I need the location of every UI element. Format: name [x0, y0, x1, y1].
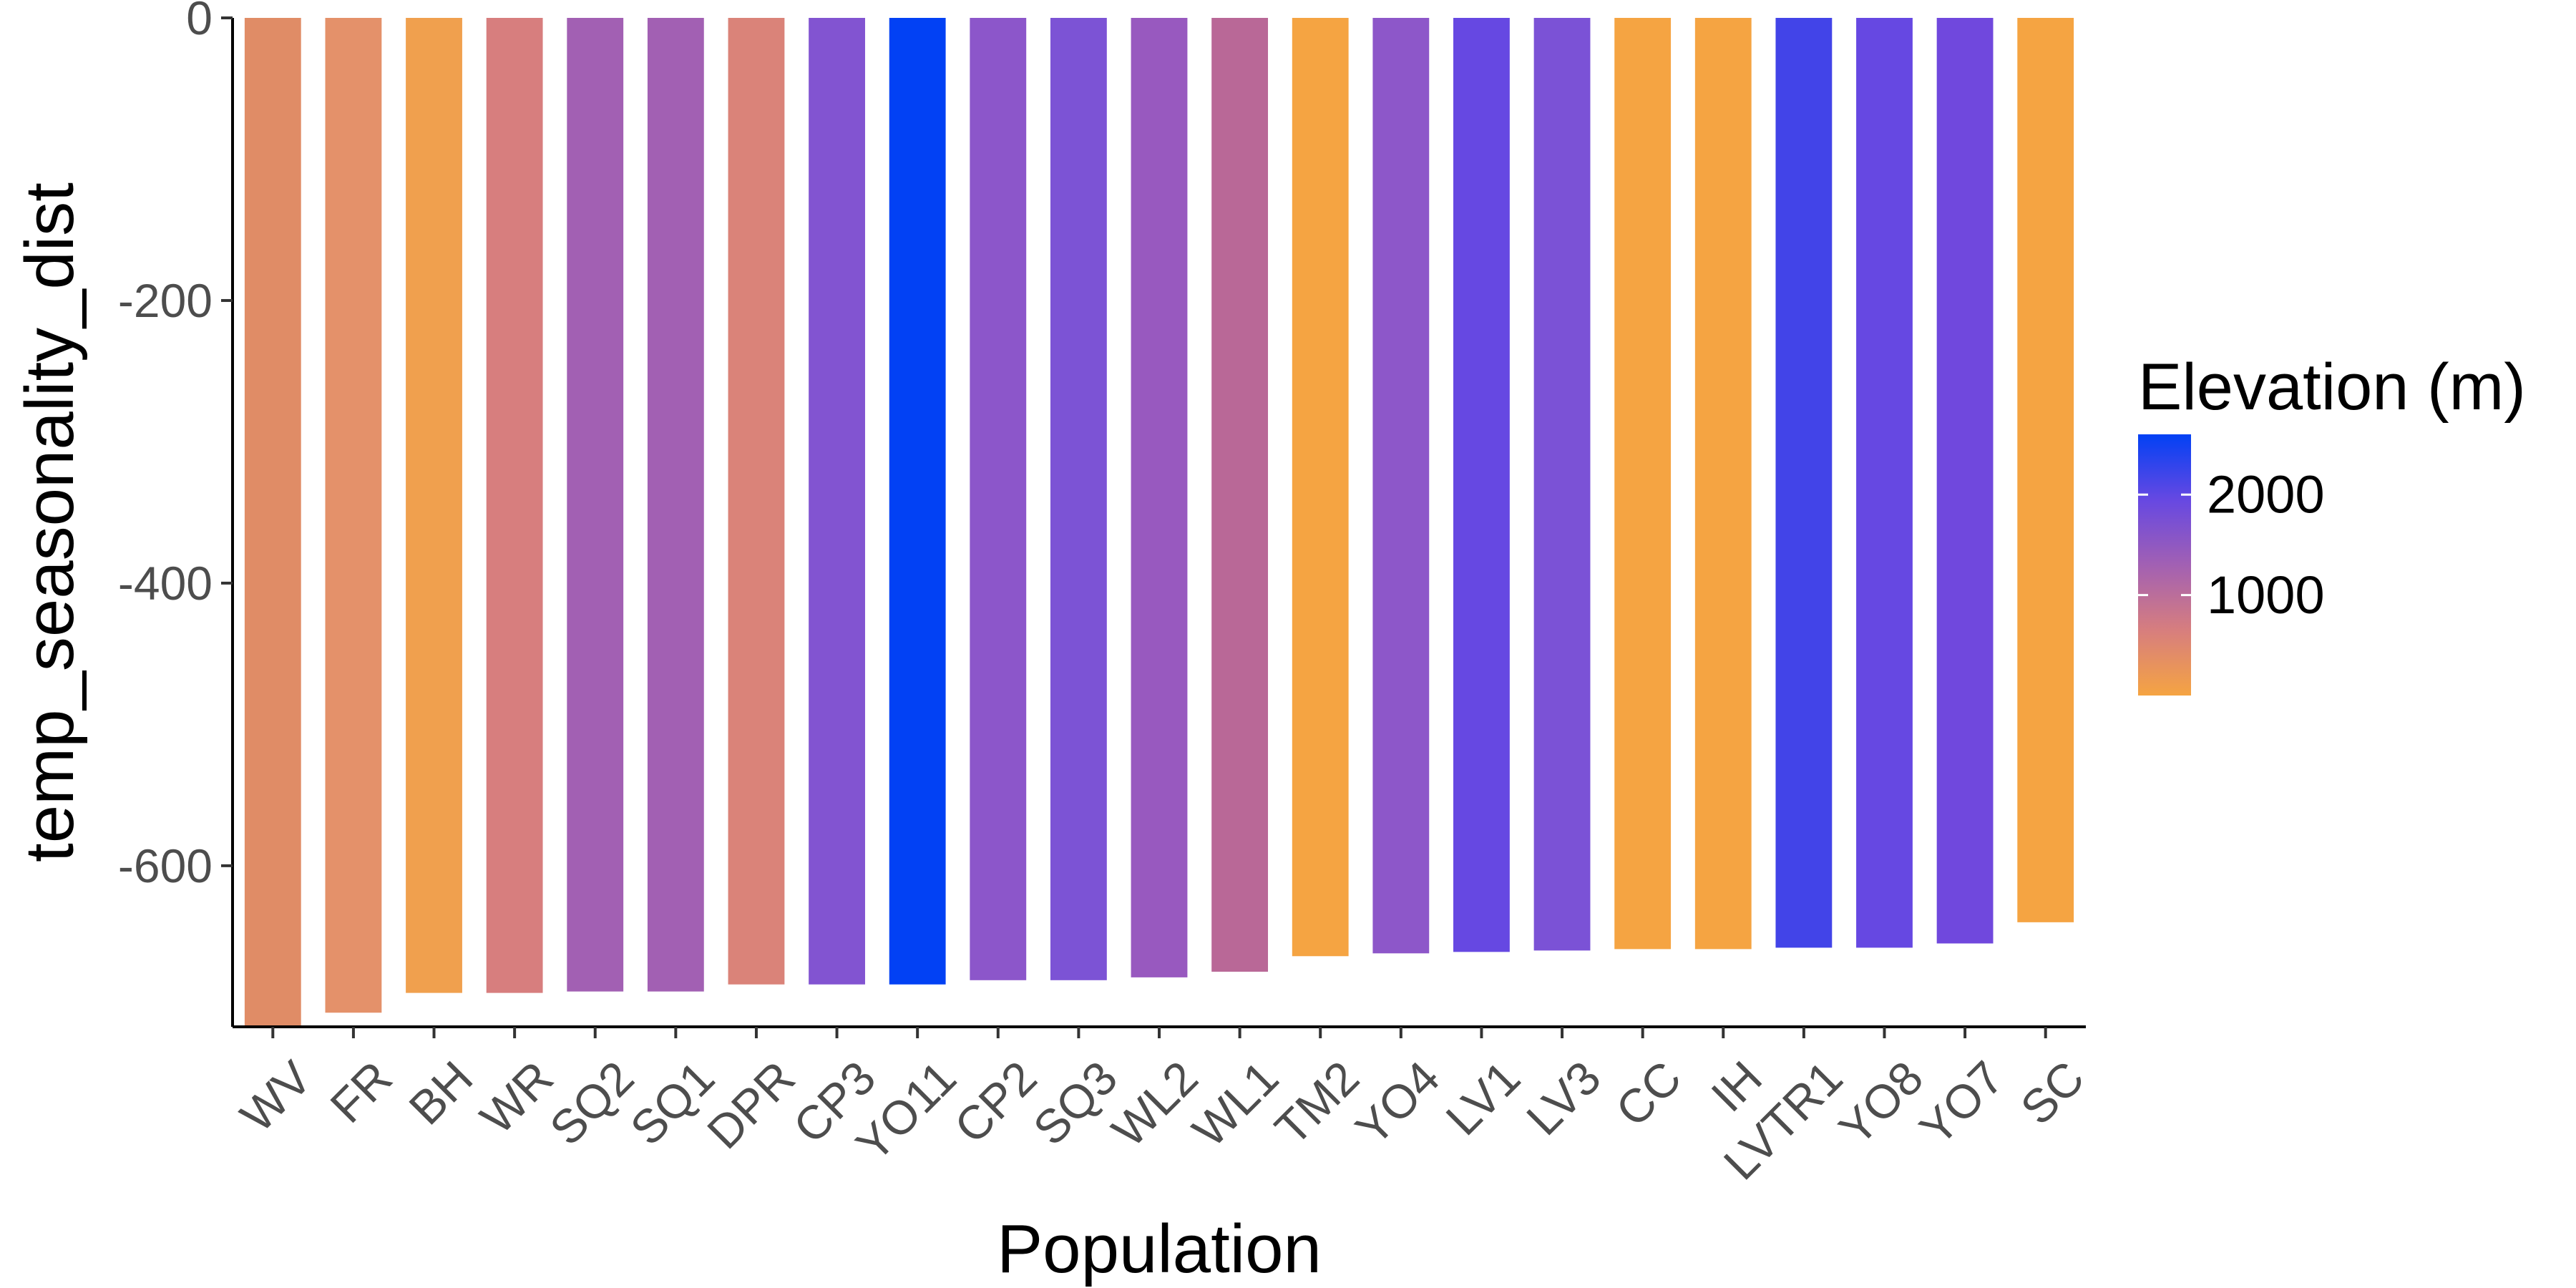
bar-yo7 [1936, 18, 1994, 944]
bar-tm2 [1292, 18, 1349, 957]
x-tick-label: CC [1606, 1051, 1692, 1137]
bar-sq3 [1050, 18, 1107, 980]
y-tick-label: -600 [118, 839, 213, 892]
bar-yo4 [1372, 18, 1430, 954]
x-tick-label: WL1 [1182, 1051, 1288, 1157]
bar-wv [244, 18, 301, 1027]
legend-label: 1000 [2207, 565, 2325, 625]
y-tick-label: -200 [118, 274, 213, 327]
bar-wr [486, 18, 543, 993]
x-tick-label: CP2 [945, 1051, 1047, 1153]
bar-bh [406, 18, 462, 993]
y-tick-label: -400 [118, 557, 213, 610]
y-axis-title: temp_seasonality_dist [11, 182, 88, 862]
bar-cp3 [809, 18, 865, 985]
bar-lv3 [1533, 18, 1591, 951]
bar-sc [2017, 18, 2074, 922]
x-axis-ticks: WVFRBHWRSQ2SQ1DPRCP3YO11CP2SQ3WL2WL1TM2Y… [230, 1027, 2094, 1190]
x-tick-label: LV3 [1516, 1051, 1611, 1146]
bar-sq2 [567, 18, 624, 992]
bar-yo8 [1856, 18, 1913, 948]
x-tick-label: WV [230, 1051, 322, 1143]
bar-cc [1614, 18, 1672, 950]
y-tick-label: 0 [186, 0, 213, 44]
x-tick-label: FR [320, 1051, 402, 1133]
legend-title: Elevation (m) [2138, 351, 2526, 424]
bar-lv1 [1453, 18, 1510, 952]
bar-dpr [728, 18, 785, 985]
legend: Elevation (m) 2000 1000 [2138, 351, 2526, 696]
x-tick-label: BH [399, 1051, 482, 1135]
bar-wl1 [1211, 18, 1269, 972]
legend-label: 2000 [2207, 465, 2325, 525]
x-tick-label: SC [2010, 1051, 2094, 1135]
x-axis-title: Population [997, 1211, 1322, 1287]
bar-ih [1694, 18, 1752, 950]
x-tick-label: WL2 [1102, 1051, 1208, 1157]
x-tick-label: YO7 [1909, 1051, 2014, 1156]
x-tick-label: YO8 [1829, 1051, 1933, 1156]
x-tick-label: TM2 [1264, 1051, 1369, 1156]
x-tick-label: DPR [697, 1051, 805, 1159]
y-axis-ticks: 0 -200 -400 -600 [118, 0, 233, 892]
bar-fr [325, 18, 382, 1013]
bar-cp2 [970, 18, 1027, 980]
bar-yo11 [889, 18, 946, 985]
bar-wl2 [1131, 18, 1188, 977]
legend-ticks: 2000 1000 [2138, 465, 2325, 625]
x-tick-label: WR [470, 1051, 563, 1144]
x-tick-label: YO4 [1345, 1051, 1450, 1156]
legend-colorbar [2138, 434, 2191, 696]
x-tick-label: SQ1 [620, 1051, 724, 1156]
bars-group [244, 18, 2074, 1027]
x-tick-label: SQ2 [540, 1051, 644, 1156]
x-tick-label: LV1 [1435, 1051, 1530, 1146]
bar-lvtr1 [1775, 18, 1833, 948]
bar-sq1 [647, 18, 704, 992]
x-tick-label: SQ3 [1023, 1051, 1128, 1156]
